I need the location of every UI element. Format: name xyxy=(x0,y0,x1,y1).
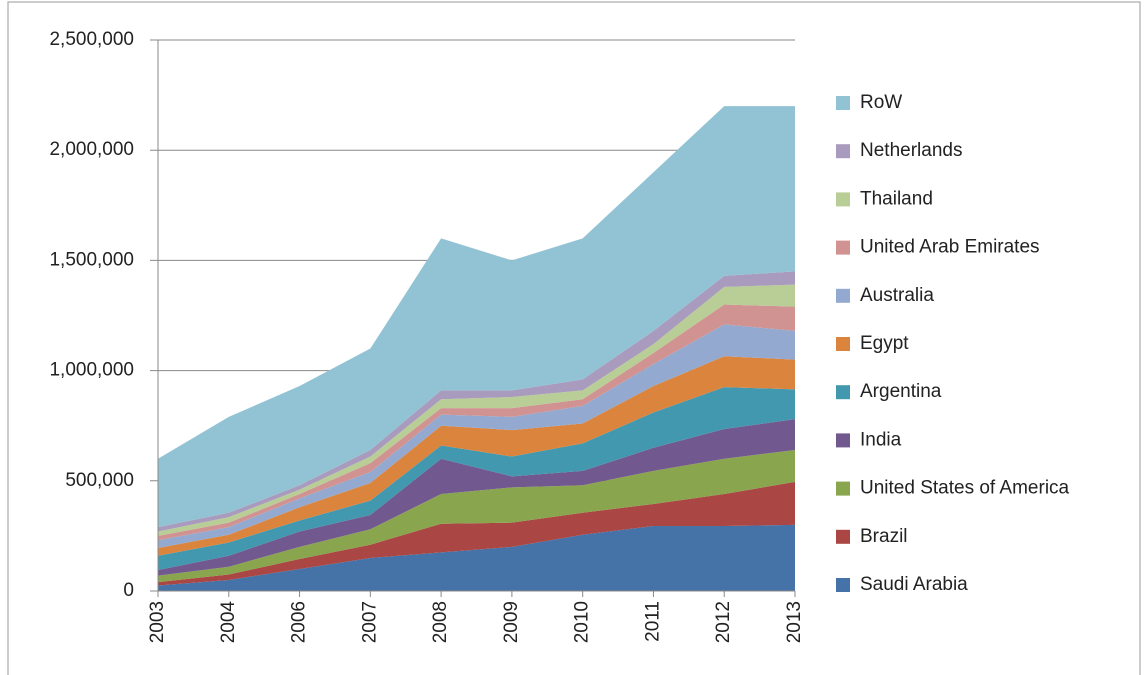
x-tick-label: 2009 xyxy=(501,601,522,643)
legend-label: United Arab Emirates xyxy=(860,237,1040,258)
y-tick-label: 1,000,000 xyxy=(49,360,134,381)
area xyxy=(158,324,795,549)
area xyxy=(158,449,795,583)
y-tick-label: 2,500,000 xyxy=(49,29,134,50)
x-tick-label: 2004 xyxy=(218,601,239,644)
legend-swatch xyxy=(836,144,850,159)
x-tick-label: 2010 xyxy=(572,601,593,643)
legend-swatch xyxy=(836,433,850,448)
legend-label: Thailand xyxy=(860,188,933,209)
x-tick-label: 2003 xyxy=(147,601,168,643)
legend-label: RoW xyxy=(860,92,902,113)
legend-swatch xyxy=(836,288,850,303)
y-tick-label: 2,000,000 xyxy=(49,139,134,160)
legend-swatch xyxy=(836,240,850,255)
legend-swatch xyxy=(836,529,850,544)
x-tick-label: 2006 xyxy=(289,601,310,643)
y-tick-label: 0 xyxy=(123,580,134,601)
area xyxy=(158,356,795,556)
legend-label: Saudi Arabia xyxy=(860,574,968,595)
legend-label: India xyxy=(860,429,902,450)
area xyxy=(158,387,795,571)
legend-label: Argentina xyxy=(860,381,942,402)
legend-swatch xyxy=(836,385,850,400)
legend-swatch xyxy=(836,481,850,496)
x-tick-label: 2011 xyxy=(642,601,663,642)
x-tick-label: 2007 xyxy=(359,601,380,643)
frame xyxy=(7,1,1141,675)
x-tick-label: 2013 xyxy=(784,601,805,643)
x-tick-label: 2012 xyxy=(713,601,734,643)
area xyxy=(158,524,795,591)
area xyxy=(158,106,795,528)
area xyxy=(158,481,795,586)
x-tick-label: 2008 xyxy=(430,601,451,643)
area xyxy=(158,419,795,576)
legend-swatch xyxy=(836,578,850,592)
legend-label: Egypt xyxy=(860,333,909,354)
legend-swatch xyxy=(836,337,850,351)
legend-label: United States of America xyxy=(860,478,1070,499)
y-tick-label: 500,000 xyxy=(65,470,134,491)
legend-swatch xyxy=(836,192,850,207)
legend-label: Netherlands xyxy=(860,140,962,161)
legend-label: Australia xyxy=(860,285,934,306)
legend-label: Brazil xyxy=(860,526,908,547)
legend-swatch xyxy=(836,96,850,110)
y-tick-label: 1,500,000 xyxy=(49,249,134,270)
